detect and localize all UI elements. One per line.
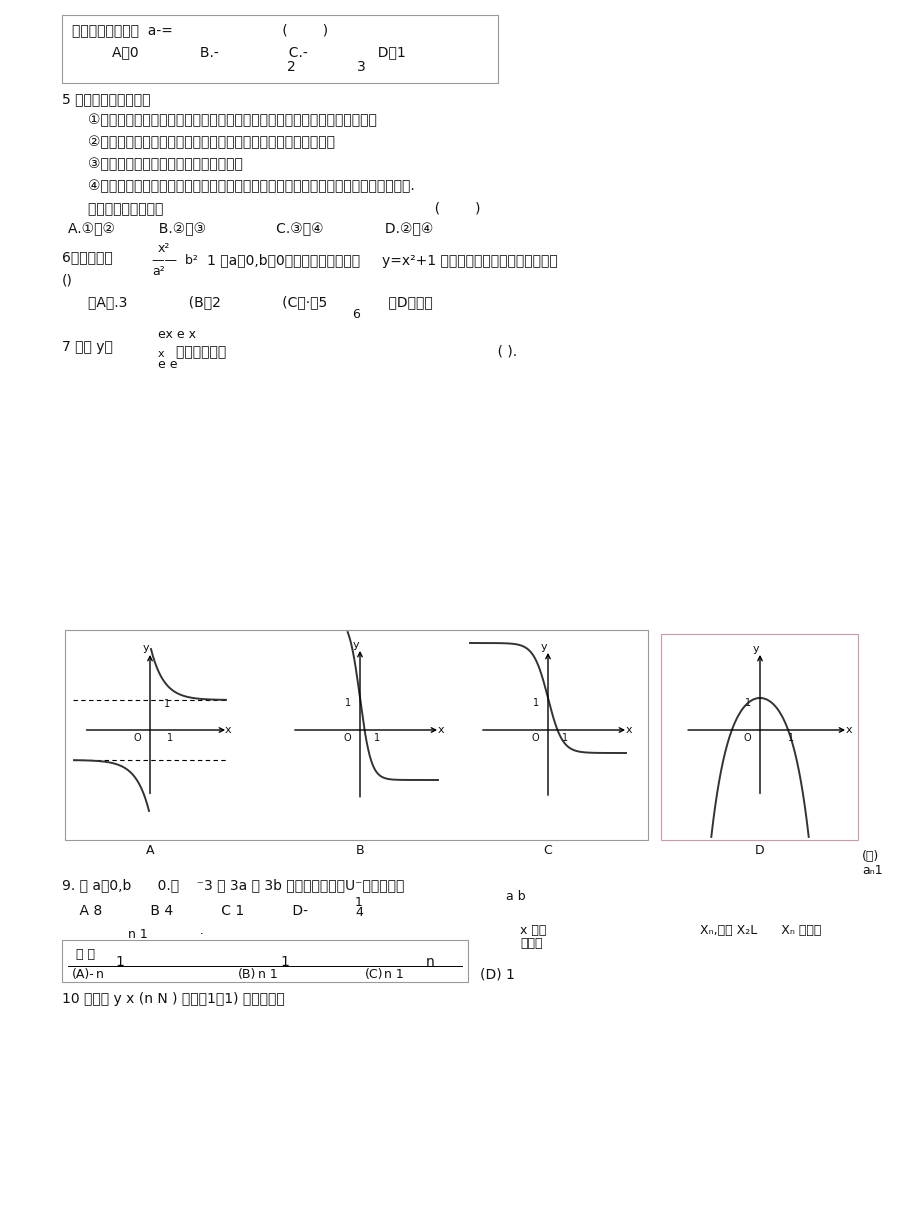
- Text: A: A: [145, 844, 154, 857]
- Text: x²: x²: [158, 241, 170, 255]
- Text: A 8           B 4           C 1           D-: A 8 B 4 C 1 D-: [62, 904, 308, 918]
- Text: x: x: [158, 349, 165, 359]
- Text: (十): (十): [861, 850, 879, 862]
- Text: 9. 设 a＞0,b      0.若    ⁻3 是 3a 与 3b 的等比中项，见U⁻的最小值为: 9. 设 a＞0,b 0.若 ⁻3 是 3a 与 3b 的等比中项，见U⁻的最小…: [62, 878, 404, 892]
- Text: 1 （a＞0,b＞0）的渐近线与抛物线     y=x²+1 相切，则该双曲线的离心率等于: 1 （a＞0,b＞0）的渐近线与抛物线 y=x²+1 相切，则该双曲线的离心率等…: [207, 254, 557, 269]
- Text: O: O: [133, 733, 141, 743]
- Text: 2              3: 2 3: [287, 60, 366, 74]
- Bar: [660, 634, 857, 840]
- Text: x: x: [437, 724, 444, 736]
- Text: O: O: [531, 733, 539, 743]
- Text: 5 给定下列四个命题：: 5 给定下列四个命题：: [62, 92, 151, 106]
- Text: 1: 1: [355, 896, 362, 909]
- Text: n: n: [425, 955, 434, 970]
- Text: 交点的: 交点的: [519, 938, 542, 950]
- Text: 1: 1: [164, 699, 170, 708]
- Text: 6: 6: [352, 308, 359, 322]
- Bar: [65, 630, 647, 840]
- Text: 1: 1: [744, 699, 750, 708]
- Text: aₙ1: aₙ1: [861, 864, 881, 877]
- Text: （ ）: （ ）: [76, 947, 95, 961]
- Text: 1: 1: [374, 733, 380, 743]
- Text: a b: a b: [505, 890, 525, 903]
- Text: 6．设双曲线: 6．设双曲线: [62, 250, 113, 264]
- Text: (A)-: (A)-: [72, 968, 95, 981]
- Text: A.①和②          B.②和③                C.③和④              D.②和④: A.①和② B.②和③ C.③和④ D.②和④: [68, 222, 433, 237]
- Text: x: x: [225, 724, 232, 736]
- Text: 1: 1: [167, 733, 173, 743]
- Bar: [62, 15, 497, 83]
- Text: B: B: [356, 844, 364, 857]
- Text: y: y: [352, 639, 359, 650]
- Text: 是等差数列，那么  a-=                         (        ): 是等差数列，那么 a-= ( ): [72, 23, 328, 37]
- Text: （A）.3              (B）2              (C）·－5              （D）、、: （A）.3 (B）2 (C）·－5 （D）、、: [88, 294, 432, 309]
- Text: ③垂直于同一直线的两条直线相互平行；: ③垂直于同一直线的两条直线相互平行；: [88, 156, 243, 171]
- Text: ②若一个平面经过另一个平面的垂线，那么这两个平面相互垂直；: ②若一个平面经过另一个平面的垂线，那么这两个平面相互垂直；: [88, 136, 335, 149]
- Text: (C): (C): [365, 968, 383, 981]
- Text: D: D: [754, 844, 764, 857]
- Text: n 1             ·: n 1 ·: [128, 928, 203, 941]
- Text: n 1: n 1: [383, 968, 403, 981]
- Text: ex e x: ex e x: [158, 328, 196, 341]
- Text: ④若两个平面垂直，那么一个平面内与它们的交线不垂直的直线与另一个平面也不垂直.: ④若两个平面垂直，那么一个平面内与它们的交线不垂直的直线与另一个平面也不垂直.: [88, 179, 414, 193]
- Text: 1: 1: [116, 955, 124, 970]
- Text: y: y: [752, 644, 758, 654]
- Text: 1: 1: [280, 955, 289, 970]
- Text: x 轴的: x 轴的: [519, 924, 546, 938]
- Text: 4: 4: [355, 906, 362, 919]
- Text: (D) 1: (D) 1: [480, 968, 515, 982]
- Text: 其中，为真命题的是                                                              (        : 其中，为真命题的是 (: [88, 201, 480, 216]
- Text: C: C: [543, 844, 551, 857]
- Text: A．0              B.-                C.-                D．1: A．0 B.- C.- D．1: [112, 46, 405, 59]
- Text: x: x: [625, 724, 632, 736]
- Text: ——  b²: —— b²: [152, 254, 198, 267]
- Bar: [62, 940, 468, 982]
- Text: 1: 1: [562, 733, 568, 743]
- Text: n: n: [96, 968, 104, 981]
- Text: y: y: [142, 643, 149, 653]
- Text: (B): (B): [238, 968, 256, 981]
- Text: 7 函数 y＝: 7 函数 y＝: [62, 340, 113, 354]
- Text: 的图像大致为                                                              ( ).: 的图像大致为 ( ).: [176, 344, 516, 359]
- Text: y: y: [540, 642, 547, 652]
- Text: O: O: [343, 733, 351, 743]
- Text: 10 设曲线 y x (n N ) 在点（1，1) 处的切线与: 10 设曲线 y x (n N ) 在点（1，1) 处的切线与: [62, 992, 285, 1007]
- Text: a²: a²: [152, 265, 165, 278]
- Text: ①若一个平面内的两条直线与另一个平面都平行，那么这两个平面相互平行；: ①若一个平面内的两条直线与另一个平面都平行，那么这两个平面相互平行；: [88, 113, 377, 127]
- Text: x: x: [845, 724, 852, 736]
- Text: 1: 1: [788, 733, 793, 743]
- Text: Xₙ,则捷 X₂L      Xₙ 的值为: Xₙ,则捷 X₂L Xₙ 的值为: [699, 924, 821, 938]
- Text: e e: e e: [158, 359, 177, 371]
- Text: n 1: n 1: [257, 968, 278, 981]
- Text: 1: 1: [532, 699, 539, 708]
- Text: O: O: [743, 733, 750, 743]
- Text: 1: 1: [345, 699, 351, 708]
- Text: (): (): [62, 274, 73, 287]
